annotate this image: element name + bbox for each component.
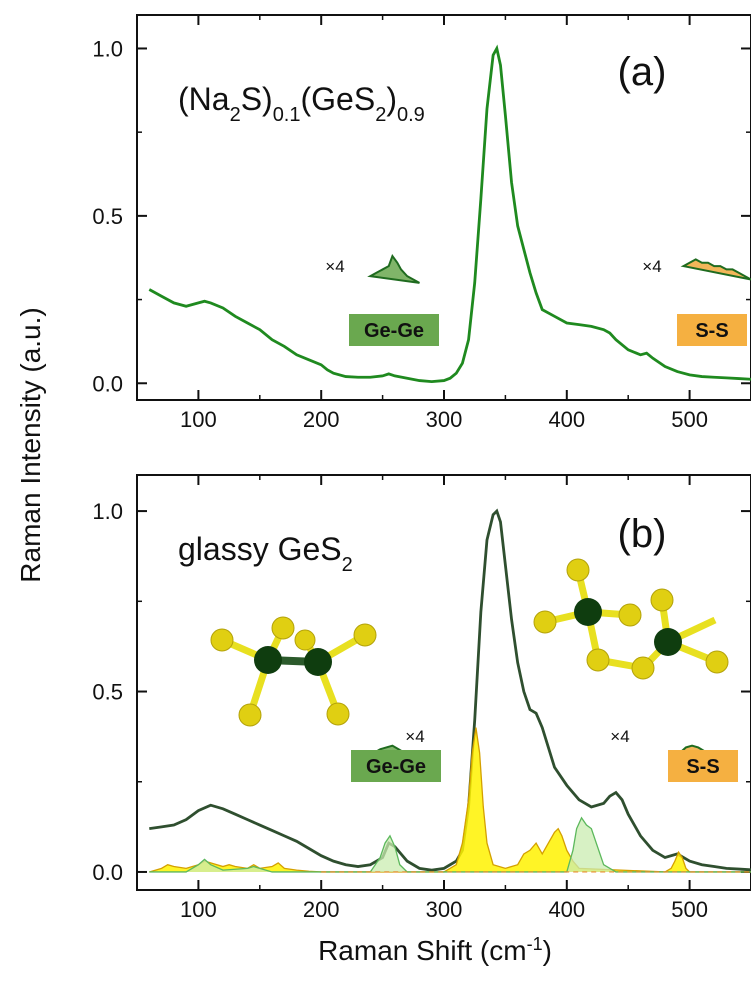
x-tick-label: 100 [180, 407, 217, 432]
sample-b-part1: glassy GeS [178, 531, 342, 567]
ge-atom [304, 648, 332, 676]
green-component-fill [149, 817, 751, 872]
x-axis-title-main: Raman Shift (cm [318, 935, 527, 966]
inset-peak [680, 258, 751, 281]
sample-a-sub1: 2 [230, 104, 241, 126]
s-atom [210, 628, 234, 652]
s-atom [294, 629, 316, 651]
y-tick-label: 0.5 [92, 204, 123, 229]
sample-a-sub2: 0.1 [273, 104, 301, 126]
x-axis-title-sup: -1 [527, 934, 543, 954]
x-axis-title-end: ) [543, 935, 552, 966]
x-tick-label: 200 [303, 897, 340, 922]
s-atom [238, 703, 262, 727]
x-tick-label: 200 [303, 407, 340, 432]
x-tick-label: 300 [426, 407, 463, 432]
panel-a-label: (a) [618, 50, 667, 94]
s-atom [705, 650, 729, 674]
plot-area [148, 44, 751, 383]
sample-a-sub4: 0.9 [397, 104, 425, 126]
inset-multiplier: ×4 [610, 727, 629, 746]
ge-atom [574, 598, 602, 626]
y-tick-label: 0.0 [92, 860, 123, 885]
s-atom [650, 588, 674, 612]
ge-atom [654, 628, 682, 656]
yellow-component-fill [149, 727, 751, 872]
inset-multiplier: ×4 [325, 257, 344, 276]
x-axis-title: Raman Shift (cm-1) [318, 934, 552, 966]
panel-b-label: (b) [618, 512, 667, 556]
bond-badge [351, 750, 441, 782]
bond-badge [349, 314, 439, 346]
inset-peak [367, 253, 420, 284]
x-tick-label: 400 [548, 407, 585, 432]
spectrum-line [149, 508, 751, 872]
component-line [149, 816, 751, 873]
panel-b: 100 200 300 400 500 0.0 0.5 1.0 ×4 Ge-Ge ×4 S-S [92, 474, 751, 922]
y-tick-label: 1.0 [92, 36, 123, 61]
bond-badge-label: S-S [695, 320, 728, 342]
x-tick-label: 400 [548, 897, 585, 922]
x-tick-label: 500 [671, 407, 708, 432]
inset-multiplier: ×4 [405, 727, 424, 746]
panel-a-sample: (Na2S)0.1(GeS2)0.9 [178, 81, 425, 126]
bond-badge [677, 314, 747, 346]
sample-a-part4: ) [386, 81, 397, 117]
s-atom [631, 656, 655, 680]
spectrum-line [148, 44, 751, 383]
y-tick-label: 1.0 [92, 499, 123, 524]
s-atom [353, 623, 377, 647]
ge-ge-molecule [210, 616, 377, 727]
sample-a-part2: S) [241, 81, 273, 117]
y-tick-label: 0.0 [92, 371, 123, 396]
s-atom [271, 616, 295, 640]
x-tick-label: 100 [180, 897, 217, 922]
y-tick-label: 0.5 [92, 680, 123, 705]
bond-badge-label: Ge-Ge [364, 320, 424, 342]
sample-a-part3: (GeS [301, 81, 376, 117]
panel-a: 100 200 300 400 500 0.0 0.5 1.0 ×4 Ge-Ge ×4 S-S [92, 14, 751, 432]
sample-a-part1: (Na [178, 81, 230, 117]
s-atom [326, 702, 350, 726]
component-line [149, 727, 751, 873]
y-axis-title: Raman Intensity (a.u.) [15, 307, 46, 582]
panel-b-sample: glassy GeS2 [178, 531, 353, 576]
inset-multiplier: ×4 [642, 257, 661, 276]
x-tick-label: 500 [671, 897, 708, 922]
s-s-molecule [533, 558, 729, 680]
bond-badge [668, 750, 738, 782]
x-tick-label: 300 [426, 897, 463, 922]
sample-b-sub1: 2 [342, 554, 353, 576]
sample-a-sub3: 2 [375, 104, 386, 126]
ge-atom [254, 646, 282, 674]
bond-badge-label: S-S [686, 756, 719, 778]
s-atom [618, 603, 642, 627]
s-atom [533, 610, 557, 634]
bond-badge-label: Ge-Ge [366, 756, 426, 778]
s-atom [566, 558, 590, 582]
s-atom [586, 648, 610, 672]
